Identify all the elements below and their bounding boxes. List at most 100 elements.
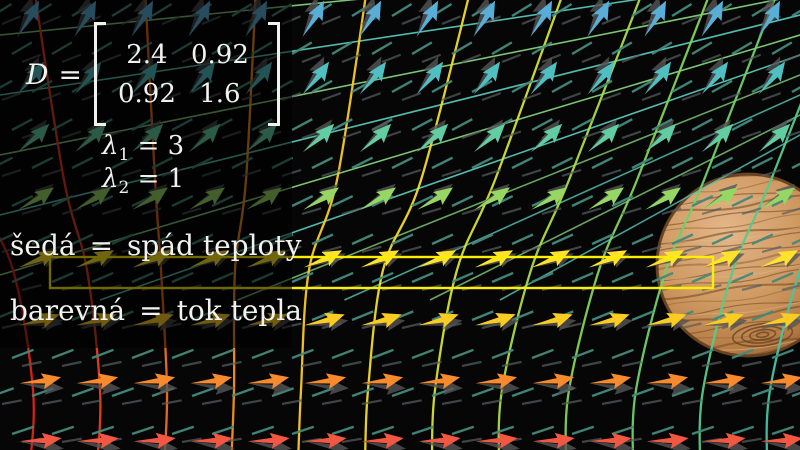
gradient-dash-gray	[621, 207, 642, 216]
flux-arrow	[303, 250, 343, 268]
gradient-dash-teal	[391, 156, 414, 170]
gradient-dash-gray	[441, 399, 462, 406]
gradient-dash-teal	[351, 156, 374, 170]
gradient-dash-gray	[481, 245, 502, 254]
gradient-dash-teal	[411, 194, 434, 208]
flux-arrow	[701, 123, 734, 153]
gradient-dash-gray	[621, 130, 642, 140]
gradient-dash-gray	[401, 322, 422, 330]
gradient-arrow	[530, 119, 561, 153]
gradient-dash-gray	[721, 15, 741, 26]
gradient-dash-teal	[171, 348, 194, 360]
gradient-dash-gray	[481, 92, 502, 102]
flux-arrow	[701, 61, 729, 95]
gradient-dash-teal	[651, 118, 673, 132]
gradient-dash-gray	[521, 245, 542, 254]
gradient-dash-gray	[441, 168, 462, 178]
flux-arrow	[418, 432, 461, 449]
gradient-dash-teal	[231, 387, 255, 398]
gradient-dash-gray	[581, 130, 602, 140]
flux-arrow	[645, 187, 681, 210]
gradient-dash-teal	[511, 387, 535, 398]
gradient-dash-gray	[641, 168, 662, 178]
gradient-dash-teal	[291, 118, 313, 132]
gradient-dash-gray	[301, 53, 322, 64]
gradient-dash-gray	[461, 53, 482, 64]
gradient-arrow	[758, 56, 781, 95]
flux-arrow	[589, 373, 632, 390]
gradient-arrow	[758, 0, 776, 38]
flux-arrow	[645, 250, 685, 268]
gradient-dash-teal	[431, 79, 453, 94]
gradient-dash-teal	[731, 194, 754, 208]
gradient-dash-teal	[571, 194, 594, 208]
gradient-dash-gray	[681, 15, 701, 26]
gradient-dash-gray	[561, 399, 582, 406]
gradient-arrow	[587, 0, 605, 38]
gradient-dash-gray	[781, 53, 800, 64]
gradient-dash-teal	[731, 425, 755, 436]
gradient-arrow	[362, 379, 406, 395]
gradient-dash-gray	[361, 245, 382, 254]
gradient-arrow	[533, 439, 577, 450]
gradient-dash-teal	[371, 41, 393, 56]
gradient-dash-gray	[601, 399, 622, 406]
gradient-dash-teal	[391, 387, 415, 398]
matrix-name: D	[26, 57, 49, 91]
gradient-arrow	[191, 379, 235, 395]
gradient-dash-teal	[531, 271, 554, 284]
flux-arrow	[303, 187, 339, 210]
flux-arrow	[302, 123, 335, 153]
gradient-arrow	[191, 439, 235, 450]
gradient-dash-gray	[721, 92, 742, 102]
gradient-dash-teal	[51, 425, 75, 436]
flux-arrow	[417, 250, 457, 268]
gradient-dash-teal	[211, 425, 235, 436]
flux-arrow	[360, 187, 396, 210]
gradient-dash-gray	[561, 322, 582, 330]
formula-backdrop-overlay	[0, 0, 292, 348]
flux-arrow	[304, 373, 347, 390]
gradient-arrow	[587, 119, 618, 153]
gradient-dash-gray	[521, 92, 542, 102]
flux-arrow	[19, 373, 62, 390]
flux-arrow	[760, 373, 800, 390]
flux-arrow	[644, 61, 672, 95]
gradient-dash-gray	[541, 360, 562, 368]
gradient-dash-teal	[291, 41, 313, 56]
gradient-arrow	[758, 119, 789, 153]
isotherm-curve	[430, 0, 562, 450]
flux-arrow	[532, 312, 573, 329]
gradient-dash-gray	[721, 399, 742, 406]
flux-arrow	[473, 0, 496, 37]
gradient-arrow	[647, 379, 691, 395]
gradient-dash-teal	[111, 387, 135, 398]
gradient-arrow	[701, 56, 724, 95]
gradient-arrow	[359, 56, 382, 95]
flux-arrow	[702, 187, 738, 210]
gradient-dash-gray	[41, 399, 62, 406]
gradient-dash-gray	[701, 360, 722, 368]
gradient-arrow	[701, 0, 719, 38]
flux-arrow	[359, 123, 392, 153]
gradient-dash-gray	[701, 207, 722, 216]
gradient-dash-teal	[711, 233, 734, 246]
gradient-dash-gray	[81, 399, 102, 406]
gradient-dash-gray	[501, 53, 522, 64]
gradient-dash-gray	[401, 168, 422, 178]
gradient-dash-teal	[411, 271, 434, 284]
gradient-dash-teal	[511, 156, 534, 170]
gradient-dash-teal	[751, 310, 774, 322]
gradient-arrow	[20, 379, 64, 395]
gradient-dash-gray	[601, 168, 622, 178]
gradient-dash-gray	[461, 360, 482, 368]
gradient-dash-gray	[321, 245, 342, 254]
gradient-dash-teal	[91, 425, 115, 436]
gradient-dash-teal	[491, 348, 514, 360]
gradient-dash-gray	[341, 207, 362, 216]
gradient-dash-gray	[461, 437, 482, 444]
gradient-dash-teal	[451, 41, 473, 56]
flux-arrow	[76, 432, 119, 449]
gradient-dash-gray	[341, 360, 362, 368]
lambda-symbol: λ	[102, 131, 119, 161]
